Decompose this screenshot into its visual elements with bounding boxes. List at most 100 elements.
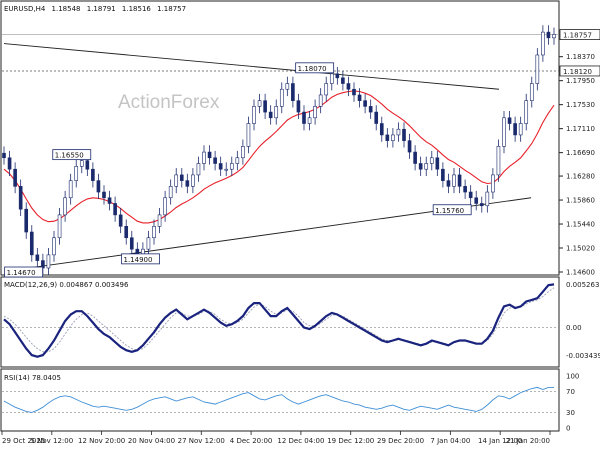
price-y-tick-label: 1.16280 bbox=[566, 173, 595, 181]
candle-body bbox=[157, 214, 162, 227]
price-annotation-label: 1.18070 bbox=[298, 65, 327, 73]
watermark-text: ActionForex bbox=[118, 92, 220, 113]
candle-body bbox=[291, 83, 295, 101]
rsi-y-tick-label: 100 bbox=[566, 373, 579, 381]
candle-body bbox=[213, 157, 217, 164]
price-y-tick-label: 1.15020 bbox=[566, 245, 595, 253]
candle-body bbox=[13, 168, 17, 187]
price-annotation-box bbox=[121, 253, 160, 265]
price-y-tick-label: 1.18370 bbox=[566, 53, 595, 61]
x-tick-label: 19 Dec 12:00 bbox=[327, 437, 374, 445]
symbol-header: EURUSD,H4 1.18548 1.18791 1.18516 1.1875… bbox=[4, 5, 186, 13]
candle-body bbox=[7, 157, 12, 170]
macd-line bbox=[3, 283, 555, 358]
candle-body bbox=[446, 180, 451, 187]
candle-body bbox=[335, 73, 340, 79]
candle-body bbox=[546, 31, 551, 39]
candle-body bbox=[279, 88, 284, 107]
candle-body bbox=[263, 100, 267, 113]
candle-body bbox=[529, 83, 534, 101]
candle-body bbox=[468, 191, 473, 199]
candle-body bbox=[513, 123, 517, 136]
candle-body bbox=[107, 197, 112, 204]
x-tick-label: 29 Dec 20:00 bbox=[377, 437, 424, 445]
x-tick-label: 29 Oct 2025 bbox=[2, 437, 45, 445]
candle-body bbox=[168, 186, 173, 199]
price-annotation-label: 1.14900 bbox=[124, 256, 153, 264]
candle-body bbox=[102, 191, 106, 199]
candle-body bbox=[179, 174, 184, 181]
candle-body bbox=[479, 203, 484, 207]
x-tick-label: 12 Dec 04:00 bbox=[277, 437, 324, 445]
candle-body bbox=[324, 83, 329, 96]
candle-body bbox=[552, 34, 556, 39]
candle-body bbox=[441, 168, 445, 181]
candle-body bbox=[113, 203, 117, 216]
macd-y-tick-label: 0.00 bbox=[566, 324, 582, 332]
price-annotation-label: 1.15760 bbox=[435, 207, 464, 215]
candle-body bbox=[124, 226, 129, 239]
price-y-tick-label: 1.17950 bbox=[566, 77, 595, 85]
candle-body bbox=[235, 157, 240, 164]
candle-body bbox=[152, 226, 156, 239]
candle-body bbox=[224, 168, 229, 171]
candle-body bbox=[463, 186, 467, 193]
candle-body bbox=[46, 254, 51, 269]
candle-body bbox=[74, 166, 79, 181]
candle-body bbox=[302, 111, 306, 124]
open-value: 1.18548 bbox=[52, 5, 81, 13]
candle-body bbox=[352, 88, 356, 96]
candle-body bbox=[268, 111, 273, 119]
x-tick-label: 4 Dec 20:00 bbox=[230, 437, 273, 445]
candle-body bbox=[29, 231, 34, 256]
reference-price-box bbox=[559, 65, 600, 77]
candle-body bbox=[2, 152, 6, 159]
candle-body bbox=[518, 123, 523, 136]
trendline bbox=[3, 43, 500, 90]
price-y-tick-label: 1.15860 bbox=[566, 197, 595, 205]
price-annotation-box bbox=[295, 62, 335, 74]
candle-body bbox=[407, 140, 412, 153]
candle-body bbox=[196, 163, 201, 176]
candle-body bbox=[96, 180, 101, 193]
candle-body bbox=[452, 174, 456, 187]
candle-body bbox=[274, 106, 279, 119]
price-annotation-box bbox=[52, 149, 92, 161]
candle-body bbox=[68, 180, 73, 199]
candle-body bbox=[535, 54, 540, 84]
candle-body bbox=[402, 128, 406, 141]
candle-body bbox=[429, 157, 434, 164]
candle-body bbox=[118, 214, 123, 227]
candle-body bbox=[129, 237, 134, 250]
candle-body bbox=[57, 214, 62, 239]
x-tick-label: 21 Jan 20:00 bbox=[506, 437, 550, 445]
x-tick-label: 14 Jan 12:00 bbox=[478, 437, 522, 445]
candle-body bbox=[485, 191, 490, 207]
candle-body bbox=[329, 73, 334, 84]
candle-body bbox=[368, 106, 373, 113]
candle-body bbox=[18, 186, 23, 210]
candle-body bbox=[502, 117, 506, 147]
macd-panel-frame bbox=[0, 276, 560, 368]
candle-body bbox=[207, 151, 212, 159]
candle-body bbox=[202, 151, 206, 164]
price-y-tick-label: 1.14600 bbox=[566, 269, 595, 277]
candle-body bbox=[424, 163, 429, 170]
x-tick-label: 27 Nov 12:00 bbox=[178, 437, 225, 445]
candle-body bbox=[341, 77, 345, 84]
symbol-label: EURUSD,H4 bbox=[4, 5, 46, 13]
candle-body bbox=[524, 100, 529, 124]
candle-body bbox=[285, 83, 290, 90]
current-price-label: 1.18757 bbox=[563, 32, 592, 40]
candle-body bbox=[374, 111, 379, 124]
candle-body bbox=[91, 168, 95, 181]
candle-body bbox=[218, 163, 223, 170]
candle-body bbox=[241, 146, 245, 159]
price-y-tick-label: 1.17530 bbox=[566, 101, 595, 109]
price-y-tick-label: 1.15440 bbox=[566, 221, 595, 229]
candle-body bbox=[24, 208, 29, 233]
candle-body bbox=[146, 237, 151, 250]
candle-body bbox=[496, 146, 501, 176]
